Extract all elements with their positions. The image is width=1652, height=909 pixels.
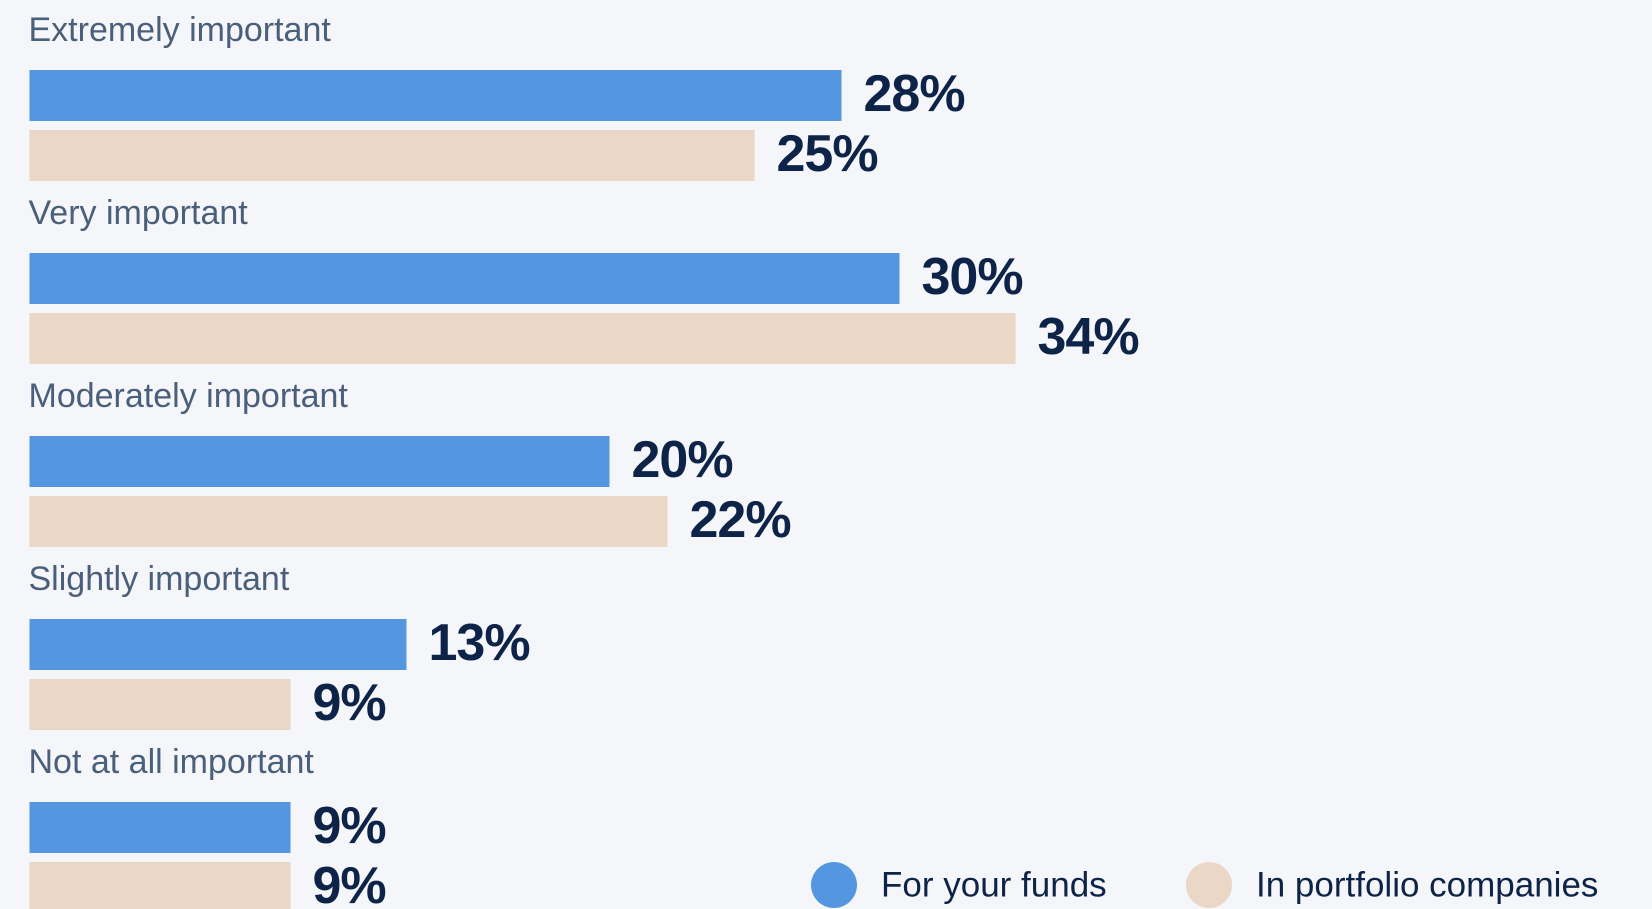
value-label: 9% <box>313 674 386 732</box>
category-label: Extremely important <box>29 11 332 49</box>
bar <box>29 253 900 304</box>
value-label: 9% <box>313 797 386 855</box>
value-label: 28% <box>864 65 965 123</box>
value-label: 34% <box>1038 308 1139 366</box>
category-label: Very important <box>29 194 249 232</box>
legend-label: In portfolio companies <box>1256 865 1598 904</box>
legend-swatch <box>811 862 857 908</box>
category-label: Slightly important <box>29 560 290 598</box>
bar <box>29 862 291 909</box>
value-label: 9% <box>313 857 386 909</box>
value-label: 20% <box>632 431 733 489</box>
value-label: 22% <box>690 491 791 549</box>
bar <box>29 802 291 853</box>
value-label: 30% <box>922 248 1023 306</box>
category-label: Not at all important <box>29 743 315 781</box>
category-label: Moderately important <box>29 377 349 415</box>
bar <box>29 313 1016 364</box>
bar <box>29 496 668 547</box>
bar <box>29 70 842 121</box>
value-label: 25% <box>777 125 878 183</box>
bar <box>29 619 407 670</box>
legend-label: For your funds <box>881 865 1107 904</box>
bar <box>29 130 755 181</box>
bar <box>29 436 610 487</box>
legend-swatch <box>1186 862 1232 908</box>
bar <box>29 679 291 730</box>
value-label: 13% <box>429 614 530 672</box>
